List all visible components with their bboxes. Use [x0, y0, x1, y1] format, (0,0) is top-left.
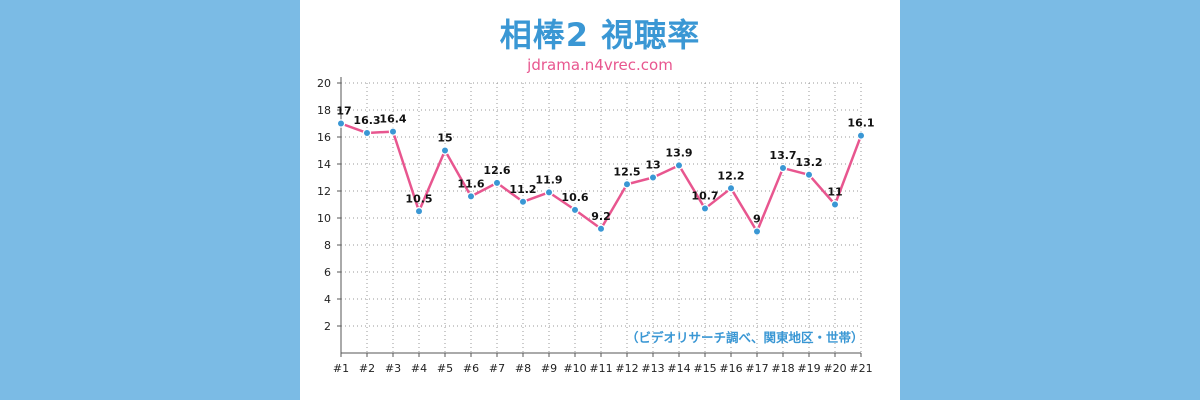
x-tick-labels: #1 #2 #3 #4 #5 #6 #7 #8 #9 #10 #11 #12 #13 #14 #15 #16 #…	[333, 362, 873, 375]
data-point	[648, 173, 658, 182]
x-tick-label: #8	[515, 362, 531, 375]
data-label: 11.2	[509, 183, 536, 196]
y-tick-label: 20	[317, 77, 331, 90]
source-note: （ビデオリサーチ調べ、関東地区・世帯）	[626, 330, 864, 345]
data-label: 16.3	[353, 114, 380, 127]
data-label: 10.5	[405, 192, 432, 205]
x-tick-label: #16	[719, 362, 742, 375]
data-label: 16.1	[847, 117, 874, 130]
x-tick-label: #11	[589, 362, 612, 375]
data-label: 13	[645, 159, 660, 172]
data-label: 10.7	[691, 190, 718, 203]
x-tick-label: #14	[667, 362, 690, 375]
y-tick-label: 6	[324, 266, 331, 279]
x-tick-label: #7	[489, 362, 505, 375]
data-label: 13.7	[769, 149, 796, 162]
x-tick-label: #4	[411, 362, 427, 375]
data-point	[856, 131, 866, 140]
data-point	[466, 192, 476, 201]
data-point	[726, 184, 736, 193]
data-label: 9.2	[591, 210, 611, 223]
y-tick-label: 2	[324, 320, 331, 333]
x-tick-label: #2	[359, 362, 375, 375]
data-point	[570, 205, 580, 215]
data-label: 11	[827, 186, 842, 199]
x-tick-label: #13	[641, 362, 664, 375]
data-label: 9	[753, 213, 761, 226]
data-label: 17	[336, 105, 351, 118]
y-tick-label: 14	[317, 158, 331, 171]
y-tick-label: 12	[317, 185, 331, 198]
data-point	[752, 227, 762, 236]
data-point	[388, 127, 398, 136]
data-label: 16.4	[379, 113, 406, 126]
y-tick-label: 8	[324, 239, 331, 252]
y-tick-labels: 2 4 6 8 10 12 14 16 18 20	[317, 77, 331, 333]
data-label: 12.2	[717, 169, 744, 182]
data-points	[336, 119, 866, 236]
data-point	[362, 128, 372, 138]
data-label: 12.6	[483, 164, 510, 177]
data-point	[778, 163, 788, 173]
y-tick-label: 18	[317, 104, 331, 117]
x-tick-label: #19	[797, 362, 820, 375]
chart-subtitle: jdrama.n4vrec.com	[527, 56, 673, 74]
x-tick-label: #1	[333, 362, 349, 375]
x-tick-label: #5	[437, 362, 453, 375]
data-point	[492, 178, 502, 188]
chart-title: 相棒2 視聴率	[499, 16, 701, 54]
data-point	[544, 188, 554, 197]
x-tick-label: #10	[563, 362, 586, 375]
grid-lines	[341, 82, 862, 353]
data-label: 15	[437, 132, 452, 145]
x-tick-label: #9	[541, 362, 557, 375]
y-tick-label: 16	[317, 131, 331, 144]
data-point	[674, 161, 684, 170]
data-point	[804, 170, 814, 179]
data-point	[622, 180, 632, 189]
data-point	[518, 197, 528, 206]
x-tick-label: #18	[771, 362, 794, 375]
data-label: 11.9	[535, 173, 562, 186]
y-tick-label: 4	[324, 293, 331, 306]
x-tick-label: #3	[385, 362, 401, 375]
data-point	[596, 224, 606, 233]
x-tick-label: #21	[849, 362, 872, 375]
data-label: 13.9	[665, 146, 692, 159]
data-label: 12.5	[613, 165, 640, 178]
data-point	[830, 200, 840, 209]
chart-panel: 相棒2 視聴率 jdrama.n4vrec.com 2 4 6 8 10 12 14 16 18…	[300, 0, 900, 400]
data-label: 11.6	[457, 177, 484, 190]
x-tick-label: #12	[615, 362, 638, 375]
data-point	[414, 207, 424, 216]
data-point	[440, 146, 450, 155]
data-label: 13.2	[795, 156, 822, 169]
x-tick-label: #15	[693, 362, 716, 375]
data-point	[700, 204, 710, 213]
x-tick-label: #6	[463, 362, 479, 375]
data-label: 10.6	[561, 191, 588, 204]
data-point	[336, 119, 346, 128]
x-tick-label: #20	[823, 362, 846, 375]
x-tick-label: #17	[745, 362, 768, 375]
y-tick-label: 10	[317, 212, 331, 225]
